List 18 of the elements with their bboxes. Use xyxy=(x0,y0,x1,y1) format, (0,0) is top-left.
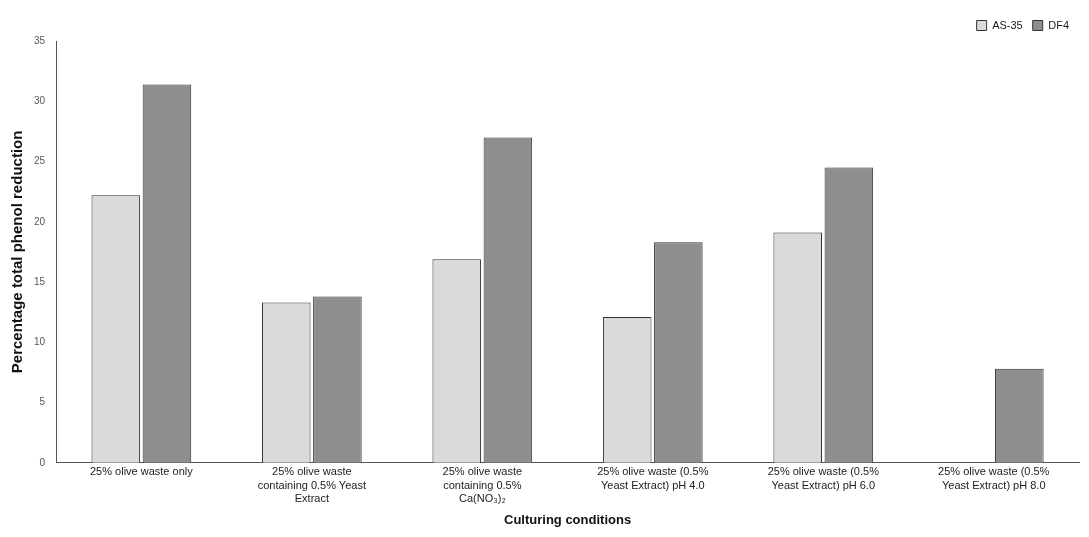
legend-label: DF4 xyxy=(1048,18,1069,31)
legend-label: AS-35 xyxy=(992,18,1023,31)
x-tick-label: 25% olive waste containing 0.5% Ca(NO₃)₂ xyxy=(442,465,523,504)
x-tick-label: 25% olive waste only xyxy=(90,465,194,478)
y-tick-label: 20 xyxy=(34,215,46,227)
y-axis-title: Percentage total phenol reduction xyxy=(8,130,26,374)
x-tick-label: 25% olive waste containing 0.5% Yeast Extract xyxy=(257,465,366,504)
x-tick-label: 25% olive waste (0.5% Yeast Extract) pH 8.0 xyxy=(938,465,1050,491)
y-tick-label: 30 xyxy=(34,95,46,107)
y-tick-label: 10 xyxy=(34,336,46,348)
y-tick-label: 5 xyxy=(39,396,46,408)
y-tick-label: 35 xyxy=(34,34,46,46)
y-tick-label: 15 xyxy=(34,275,46,287)
x-tick-label: 25% olive waste (0.5% Yeast Extract) pH 4.0 xyxy=(597,465,709,491)
y-tick-label: 0 xyxy=(39,456,46,468)
x-tick-label: 25% olive waste (0.5% Yeast Extract) pH 6.0 xyxy=(767,465,880,491)
x-axis-title: Culturing conditions xyxy=(504,511,632,527)
y-tick-label: 25 xyxy=(34,155,46,167)
